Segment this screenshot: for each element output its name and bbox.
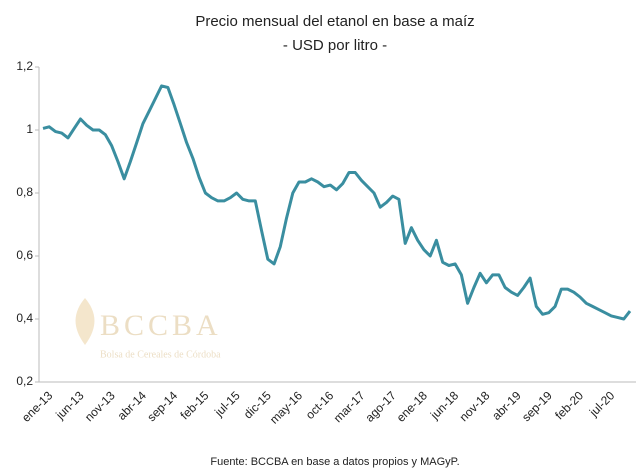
y-tick-label: 0,4 [16, 311, 33, 325]
chart-subtitle: - USD por litro - [283, 37, 387, 54]
x-tick-label: mar-17 [331, 388, 368, 425]
x-tick-label: feb-20 [552, 388, 586, 422]
x-tick-label: jul-15 [211, 388, 243, 420]
x-tick-label: sep-19 [519, 388, 555, 424]
x-tick-label: may-16 [267, 388, 305, 426]
x-tick-label: ene-13 [19, 388, 56, 425]
x-tick-label: abr-19 [489, 388, 524, 423]
watermark-icon [75, 298, 95, 345]
y-tick-label: 0,2 [16, 374, 33, 388]
watermark: BCCBA Bolsa de Cereales de Córdoba [75, 298, 222, 360]
x-tick-label: ago-17 [362, 388, 399, 425]
y-tick-label: 0,6 [16, 248, 33, 262]
series-line [42, 84, 632, 321]
y-tick-label: 0,8 [16, 185, 33, 199]
x-tick-label: sep-14 [144, 388, 180, 424]
y-tick-label: 1,2 [16, 59, 33, 73]
x-tick-label: feb-15 [177, 388, 211, 422]
chart-title: Precio mensual del etanol en base a maíz [195, 13, 474, 30]
source-note: Fuente: BCCBA en base a datos propios y … [210, 456, 459, 468]
x-tick-label: jul-20 [586, 388, 618, 420]
x-tick-label: nov-18 [457, 388, 493, 424]
watermark-text: Bolsa de Cereales de Córdoba [100, 349, 221, 360]
x-tick-label: jun-18 [427, 388, 461, 422]
x-tick-label: ene-18 [394, 388, 431, 425]
x-tick-label: nov-13 [82, 388, 118, 424]
x-tick-label: jun-13 [52, 388, 86, 422]
watermark-logo: BCCBA [100, 309, 222, 342]
y-tick-label: 1 [26, 122, 33, 136]
x-tick-label: abr-14 [115, 388, 150, 423]
